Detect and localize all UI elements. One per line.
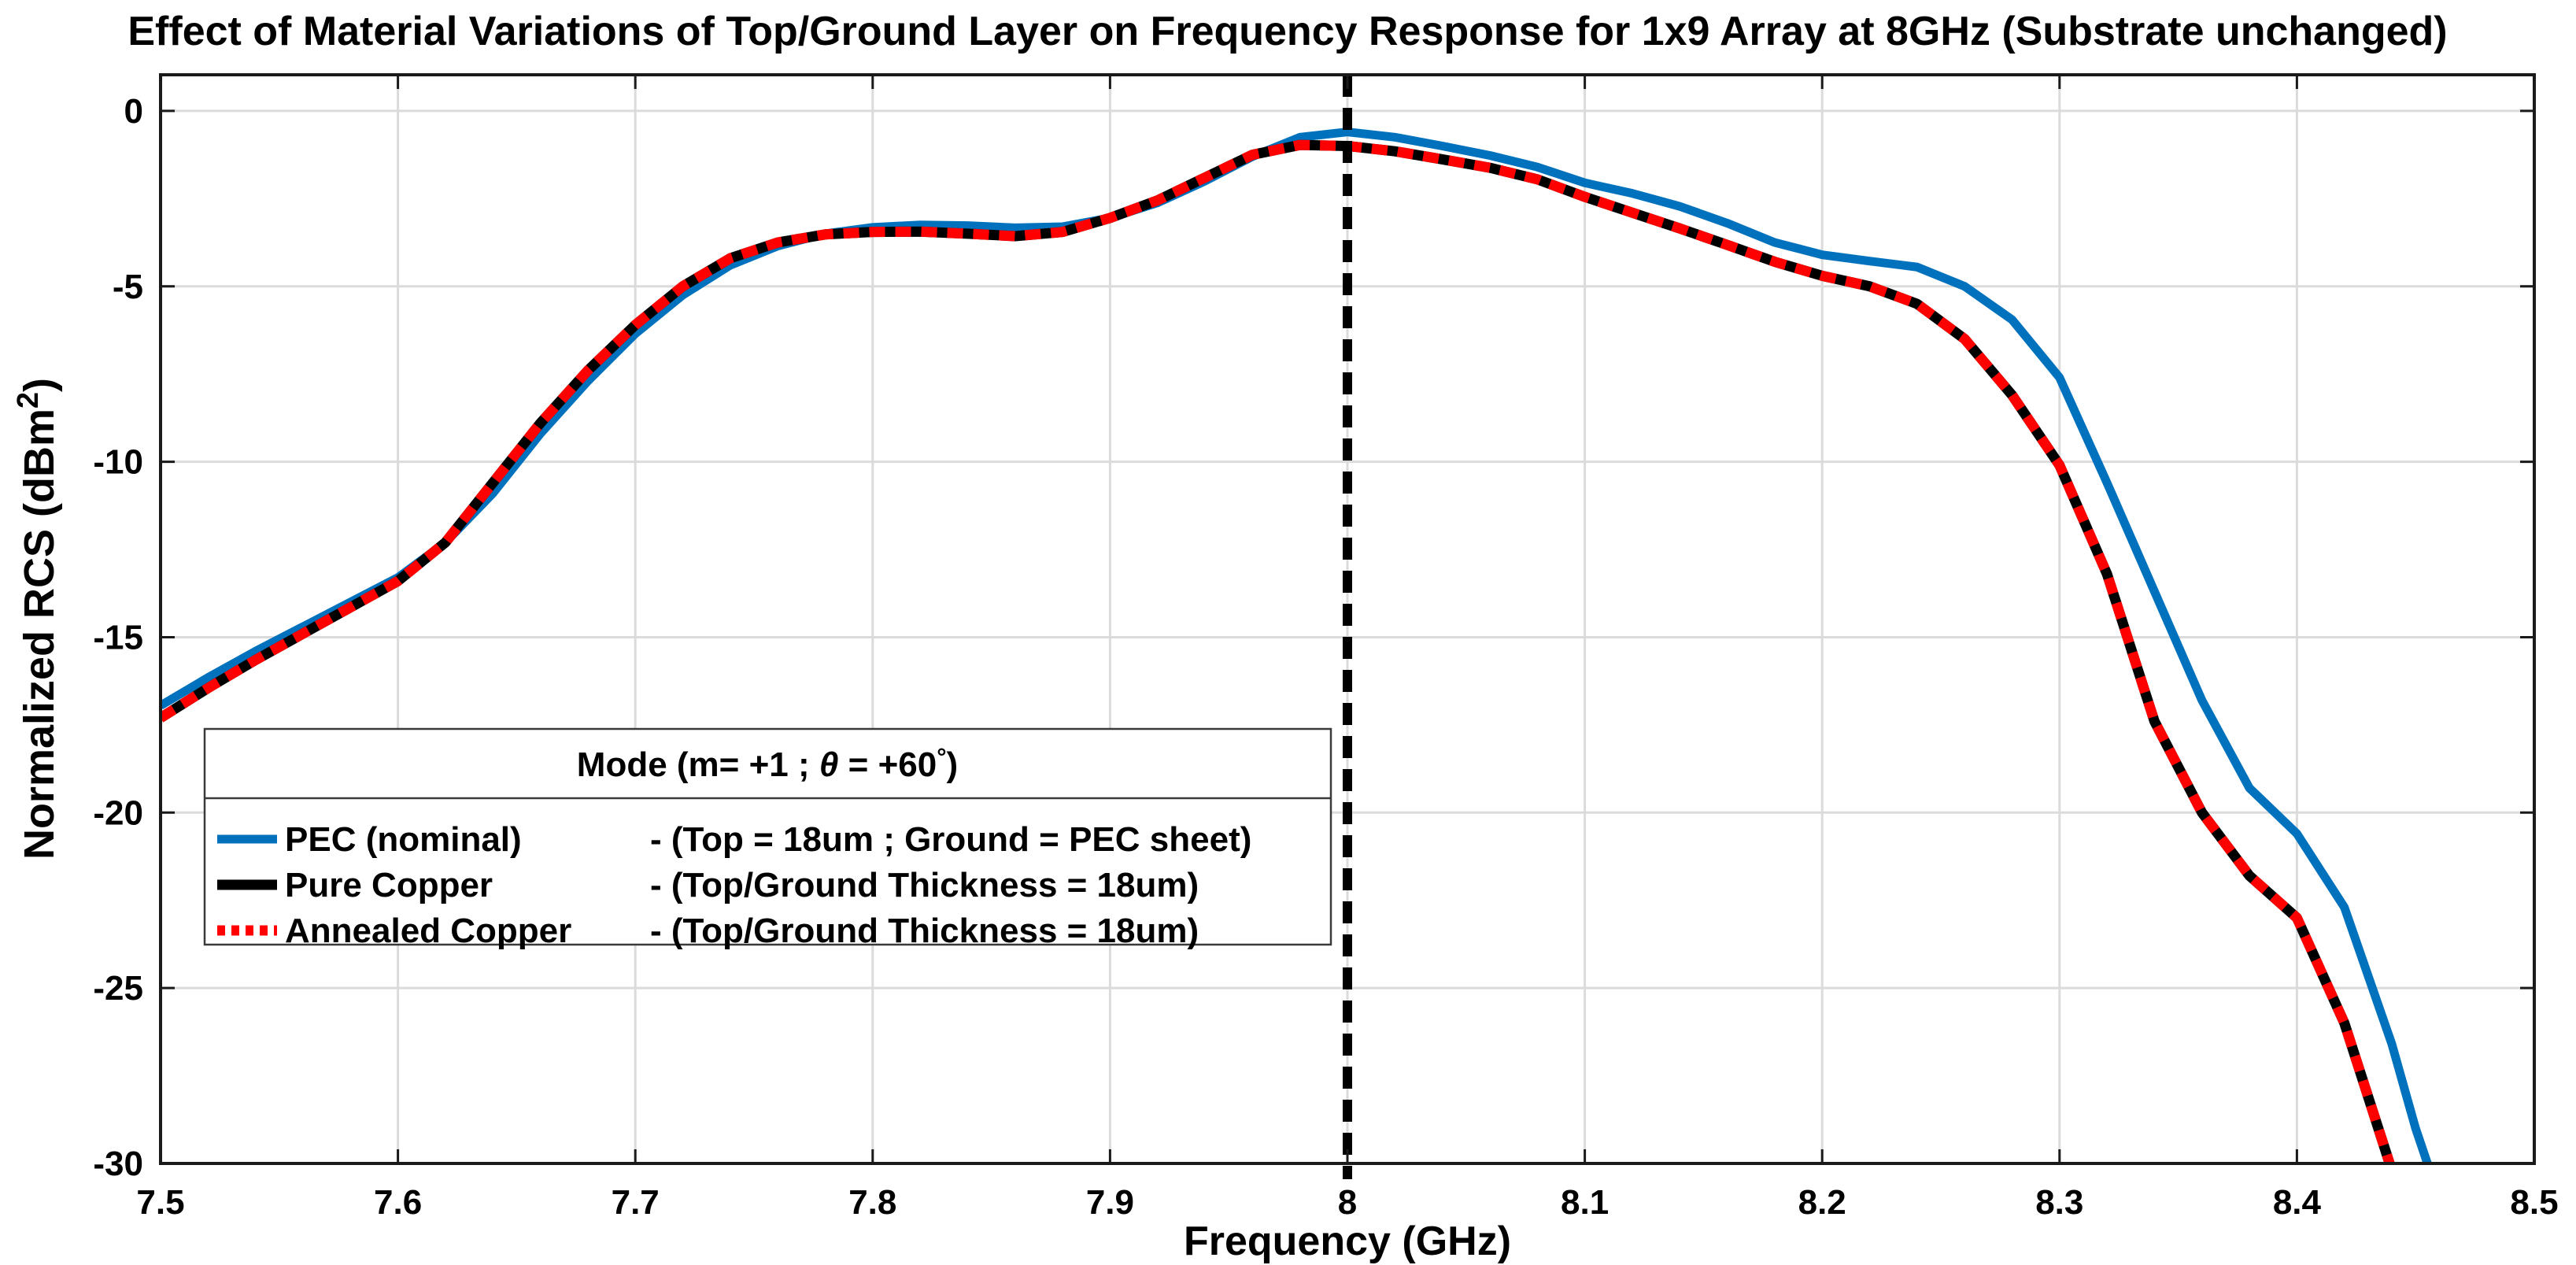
x-tick-label: 7.9 [1086, 1183, 1134, 1222]
x-tick-label: 8 [1338, 1183, 1357, 1222]
y-tick-label: 0 [124, 92, 143, 131]
tick-marks [159, 75, 2536, 1165]
x-axis-label: Frequency (GHz) [1184, 1219, 1511, 1264]
legend-desc-pec: - (Top = 18um ; Ground = PEC sheet) [650, 820, 1251, 859]
x-tick-labels: 7.5 7.6 7.7 7.8 7.9 8 8.1 8.2 8.3 8.4 8.5 [136, 1183, 2558, 1222]
x-tick-label: 8.3 [2035, 1183, 2083, 1222]
y-tick-label: -5 [113, 268, 143, 306]
x-tick-label: 7.6 [374, 1183, 422, 1222]
legend: Mode (m= +1 ; θ = +60°) PEC (nominal) - … [203, 727, 1332, 950]
curve-annealed-copper [161, 139, 2395, 1163]
x-tick-label: 7.5 [136, 1183, 184, 1222]
x-tick-label: 7.8 [848, 1183, 896, 1222]
y-tick-label: -10 [93, 443, 143, 482]
x-tick-label: 8.5 [2510, 1183, 2558, 1222]
x-tick-label: 8.4 [2273, 1183, 2322, 1222]
legend-entry-annealed-copper: Annealed Copper - (Top/Ground Thickness … [217, 912, 1199, 950]
legend-box [203, 727, 1332, 946]
y-tick-label: -20 [93, 793, 143, 832]
legend-title: Mode (m= +1 ; θ = +60°) [577, 743, 958, 784]
chart-title: Effect of Material Variations of Top/Gro… [128, 9, 2447, 54]
legend-entry-pure-copper: Pure Copper - (Top/Ground Thickness = 18… [217, 866, 1199, 904]
y-tick-label: -15 [93, 618, 143, 657]
legend-label-pec: PEC (nominal) [285, 820, 522, 859]
curve-pure-copper [161, 139, 2395, 1163]
y-tick-label: -25 [93, 969, 143, 1008]
legend-label-pure-copper: Pure Copper [285, 866, 493, 904]
y-axis-label: Normalized RCS (dBm2) [12, 378, 63, 860]
curves-group [161, 128, 2433, 1163]
x-tick-label: 7.7 [612, 1183, 660, 1222]
legend-desc-annealed-copper: - (Top/Ground Thickness = 18um) [650, 912, 1199, 950]
y-tick-labels: 0 -5 -10 -15 -20 -25 -30 [93, 92, 143, 1183]
legend-label-annealed-copper: Annealed Copper [285, 912, 571, 950]
legend-entry-pec: PEC (nominal) - (Top = 18um ; Ground = P… [217, 820, 1251, 859]
x-tick-label: 8.1 [1561, 1183, 1609, 1222]
x-tick-label: 8.2 [1798, 1183, 1846, 1222]
legend-desc-pure-copper: - (Top/Ground Thickness = 18um) [650, 866, 1199, 904]
y-tick-label: -30 [93, 1145, 143, 1183]
curve-pec-nominal- [161, 128, 2433, 1163]
